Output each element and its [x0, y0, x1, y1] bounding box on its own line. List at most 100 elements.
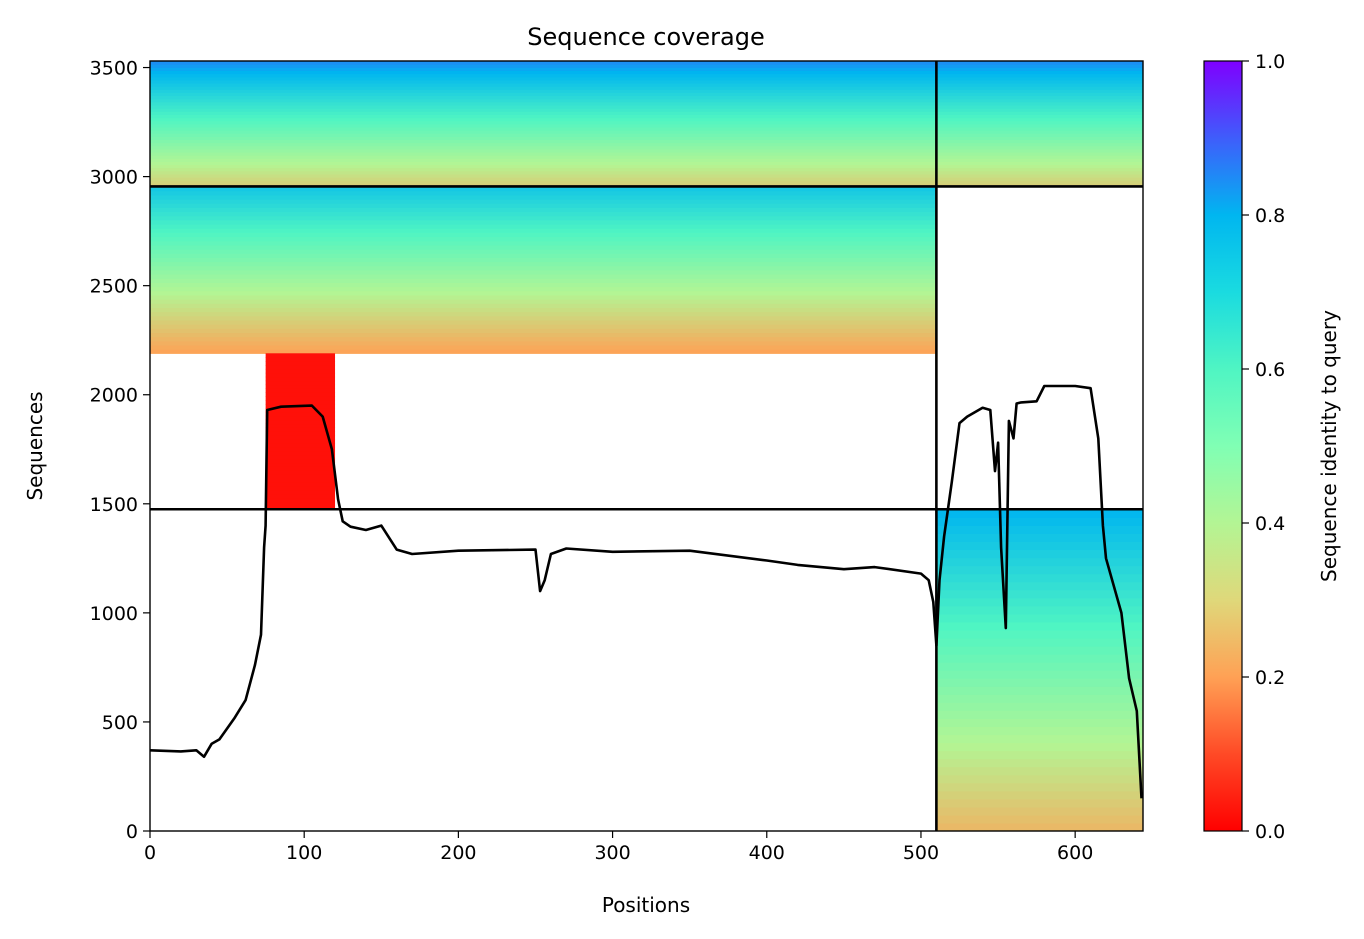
heatmap-band: [936, 662, 1143, 671]
heatmap-band: [265, 361, 336, 366]
heatmap-band: [936, 89, 1143, 93]
y-tick-label: 3000: [90, 167, 138, 189]
heatmap-band: [936, 170, 1143, 175]
heatmap-band: [265, 435, 336, 440]
heatmap-band: [150, 303, 937, 309]
heatmap-band: [265, 372, 336, 378]
heatmap-band: [936, 164, 1143, 169]
heatmap-band: [150, 319, 937, 325]
x-tick-label: 0: [144, 842, 156, 864]
heatmap-band: [936, 822, 1143, 831]
segment-boundaries: [150, 61, 1143, 831]
heatmap-band: [936, 589, 1143, 599]
heatmap-band: [150, 86, 937, 90]
heatmap-band: [265, 454, 336, 460]
block-3: [150, 186, 937, 354]
heatmap-band: [150, 190, 937, 196]
heatmap-band: [936, 67, 1143, 72]
heatmap-band: [150, 240, 937, 246]
colorbar-tick-label: 0.2: [1255, 667, 1285, 689]
heatmap-band: [936, 645, 1143, 655]
heatmap-band: [936, 686, 1143, 695]
heatmap-band: [936, 557, 1143, 567]
heatmap-band: [150, 61, 937, 65]
heatmap-band: [150, 145, 937, 150]
heatmap-band: [265, 481, 336, 487]
heatmap-band: [150, 211, 937, 217]
heatmap-band: [936, 158, 1143, 162]
heatmap-band: [150, 244, 937, 250]
heatmap-band: [150, 129, 937, 134]
heatmap-band: [936, 136, 1143, 140]
heatmap-band: [936, 774, 1143, 784]
heatmap-band: [150, 207, 937, 213]
heatmap-band: [150, 79, 937, 84]
heatmap-band: [936, 621, 1143, 631]
heatmap-band: [936, 177, 1143, 181]
heatmap-band: [936, 180, 1143, 184]
heatmap-band: [265, 396, 336, 401]
heatmap-band: [936, 64, 1143, 68]
colorbar-ticks: 0.0 0.2 0.4 0.6 0.8 1.0: [1242, 51, 1285, 843]
heatmap-band: [150, 164, 937, 169]
heatmap-band: [936, 70, 1143, 75]
heatmap-band: [150, 136, 937, 140]
heatmap-band: [150, 253, 937, 258]
x-tick-label: 100: [286, 842, 322, 864]
x-tick-label: 600: [1057, 842, 1093, 864]
heatmap-band: [150, 148, 937, 153]
heatmap-band: [936, 129, 1143, 134]
heatmap-band: [150, 215, 937, 221]
heatmap-band: [150, 104, 937, 109]
heatmap-band: [936, 613, 1143, 623]
x-tick-label: 200: [440, 842, 476, 864]
heatmap-band: [150, 332, 937, 338]
heatmap-band: [150, 89, 937, 93]
heatmap-band: [150, 117, 937, 122]
heatmap-band: [150, 249, 937, 254]
heatmap-band: [936, 133, 1143, 137]
heatmap-band: [150, 328, 937, 334]
heatmap-band: [150, 307, 937, 313]
heatmap-band: [265, 353, 336, 358]
heatmap-band: [150, 324, 937, 329]
heatmap-band: [265, 411, 336, 417]
heatmap-band: [936, 114, 1143, 119]
heatmap-band: [936, 710, 1143, 719]
y-axis: 0 500 1000 1500 2000 2500 3000 3500: [90, 58, 150, 843]
heatmap-band: [936, 126, 1143, 131]
heatmap-band: [265, 497, 336, 503]
heatmap-band: [936, 86, 1143, 90]
heatmap-band: [150, 111, 937, 115]
heatmap-band: [936, 108, 1143, 112]
heatmap-band: [150, 167, 937, 172]
heatmap-band: [936, 565, 1143, 575]
y-tick-label: 2000: [90, 385, 138, 407]
heatmap-band: [936, 581, 1143, 591]
heatmap-band: [150, 198, 937, 204]
colorbar-tick-label: 0.0: [1255, 821, 1285, 843]
heatmap-band: [936, 79, 1143, 84]
chart-title: Sequence coverage: [527, 23, 764, 51]
heatmap-band: [936, 597, 1143, 607]
heatmap-band: [265, 489, 336, 495]
heatmap-band: [936, 806, 1143, 816]
colorbar-tick-label: 0.6: [1255, 359, 1285, 381]
heatmap-band: [150, 64, 937, 68]
heatmap-band: [150, 173, 937, 178]
heatmap-band: [150, 269, 937, 275]
heatmap-band: [265, 364, 336, 370]
heatmap-band: [150, 232, 937, 238]
heatmap-band: [936, 694, 1143, 703]
heatmap-band: [265, 474, 336, 479]
heatmap-band: [265, 466, 336, 471]
heatmap-band: [150, 299, 937, 304]
heatmap-band: [150, 311, 937, 317]
heatmap-band: [936, 145, 1143, 150]
heatmap-band: [150, 114, 937, 119]
heatmap-band: [150, 349, 937, 354]
heatmap-band: [150, 219, 937, 225]
heatmap-band: [936, 82, 1143, 87]
heatmap-band: [150, 278, 937, 283]
heatmap-band: [150, 274, 937, 279]
